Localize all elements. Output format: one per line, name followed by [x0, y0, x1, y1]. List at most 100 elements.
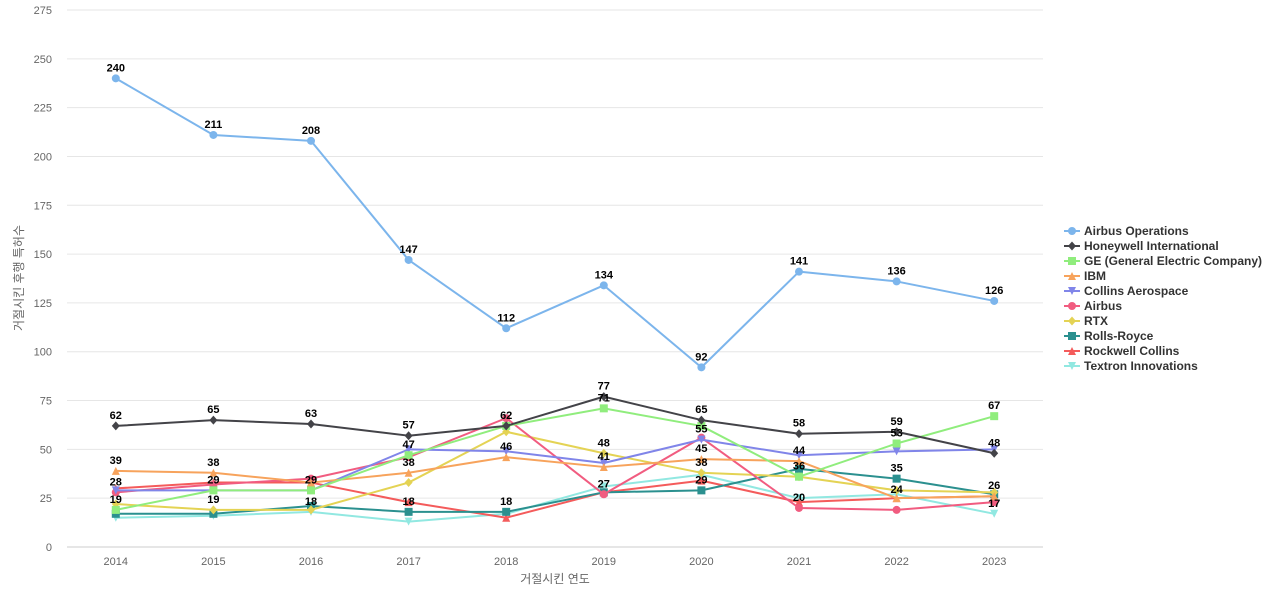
data-point[interactable]	[892, 427, 901, 437]
data-point[interactable]	[209, 415, 218, 425]
data-point[interactable]	[795, 429, 803, 439]
data-point[interactable]	[892, 494, 901, 503]
series-line[interactable]	[115, 407, 995, 511]
data-point[interactable]	[404, 517, 413, 526]
legend-item[interactable]: Airbus Operations	[1064, 224, 1189, 238]
legend-item[interactable]: Honeywell International	[1064, 239, 1219, 253]
data-point[interactable]	[599, 448, 608, 458]
data-point[interactable]	[795, 498, 803, 507]
series-lines	[111, 74, 999, 526]
x-tick-label: 2018	[494, 556, 518, 568]
legend-marker[interactable]	[1068, 227, 1076, 235]
legend-item[interactable]: IBM	[1064, 269, 1106, 283]
data-point[interactable]	[404, 507, 413, 516]
data-point[interactable]	[502, 507, 511, 516]
data-point[interactable]	[795, 267, 803, 276]
legend-marker[interactable]	[1068, 241, 1076, 251]
data-point[interactable]	[404, 255, 413, 264]
legend-item[interactable]: RTX	[1064, 314, 1108, 328]
data-point[interactable]	[404, 431, 413, 441]
series-line[interactable]	[115, 77, 995, 369]
data-label: 62	[500, 410, 512, 422]
data-point[interactable]	[111, 74, 120, 83]
data-point[interactable]	[404, 468, 413, 477]
legend-item[interactable]: Textron Innovations	[1064, 359, 1198, 373]
data-point[interactable]	[697, 468, 706, 478]
data-point[interactable]	[990, 448, 999, 458]
legend-item[interactable]: Collins Aerospace	[1064, 284, 1189, 298]
data-point[interactable]	[111, 466, 120, 475]
data-point[interactable]	[795, 503, 803, 512]
data-point[interactable]	[404, 445, 413, 454]
data-point[interactable]	[502, 513, 511, 522]
data-point[interactable]	[697, 435, 706, 444]
data-point[interactable]	[599, 482, 608, 491]
data-point[interactable]	[404, 498, 413, 507]
legend-label: Rockwell Collins	[1084, 344, 1180, 358]
data-point[interactable]	[307, 419, 315, 429]
data-point[interactable]	[209, 130, 218, 139]
data-point[interactable]	[404, 478, 413, 488]
data-point[interactable]	[697, 421, 706, 430]
data-point[interactable]	[404, 451, 413, 460]
data-point[interactable]	[795, 457, 803, 466]
legend-item[interactable]: GE (General Electric Company)	[1064, 254, 1262, 268]
data-point[interactable]	[502, 453, 511, 462]
data-point[interactable]	[209, 505, 218, 515]
data-point[interactable]	[795, 472, 803, 481]
series-line[interactable]	[115, 395, 995, 455]
legend-marker[interactable]	[1068, 332, 1076, 340]
legend-marker[interactable]	[1068, 257, 1076, 265]
series-line[interactable]	[115, 473, 995, 523]
data-point[interactable]	[990, 509, 999, 518]
data-point[interactable]	[307, 486, 315, 495]
legend-item[interactable]: Airbus	[1064, 299, 1122, 313]
legend-item[interactable]: Rolls-Royce	[1064, 329, 1154, 343]
legend-marker[interactable]	[1068, 362, 1076, 370]
series-line[interactable]	[115, 456, 995, 500]
data-point[interactable]	[892, 439, 901, 448]
data-point[interactable]	[111, 486, 120, 495]
data-point[interactable]	[892, 485, 901, 495]
data-point[interactable]	[209, 468, 218, 477]
data-point[interactable]	[502, 324, 511, 333]
data-point[interactable]	[209, 486, 218, 495]
data-point[interactable]	[111, 421, 120, 431]
legend-label: GE (General Electric Company)	[1084, 254, 1262, 268]
legend-item[interactable]: Rockwell Collins	[1064, 344, 1180, 358]
data-point[interactable]	[502, 414, 511, 423]
data-point[interactable]	[599, 281, 608, 290]
data-point[interactable]	[795, 451, 803, 460]
data-point[interactable]	[697, 415, 706, 425]
data-point[interactable]	[892, 447, 901, 456]
data-point[interactable]	[990, 412, 999, 421]
data-point[interactable]	[307, 505, 315, 515]
data-point[interactable]	[795, 464, 803, 473]
legend-marker[interactable]	[1068, 302, 1076, 310]
data-point[interactable]	[599, 490, 608, 499]
data-point[interactable]	[599, 404, 608, 413]
data-point[interactable]	[697, 363, 706, 372]
data-point[interactable]	[990, 492, 999, 501]
legend-marker[interactable]	[1068, 316, 1076, 326]
data-point[interactable]	[502, 421, 511, 431]
legend-marker[interactable]	[1068, 287, 1076, 295]
data-point[interactable]	[111, 505, 120, 514]
legend-marker[interactable]	[1068, 272, 1076, 280]
data-point[interactable]	[599, 392, 608, 402]
data-point[interactable]	[990, 296, 999, 305]
data-point[interactable]	[697, 486, 706, 495]
x-tick-label: 2014	[104, 556, 128, 568]
data-point[interactable]	[307, 478, 315, 487]
data-point[interactable]	[892, 277, 901, 286]
data-point[interactable]	[697, 455, 706, 464]
data-point[interactable]	[892, 505, 901, 514]
series-line[interactable]	[115, 430, 995, 511]
data-point[interactable]	[502, 447, 511, 456]
data-point[interactable]	[599, 462, 608, 471]
data-point[interactable]	[697, 476, 706, 485]
data-point[interactable]	[892, 474, 901, 483]
data-point[interactable]	[307, 136, 315, 145]
legend-marker[interactable]	[1068, 347, 1076, 355]
